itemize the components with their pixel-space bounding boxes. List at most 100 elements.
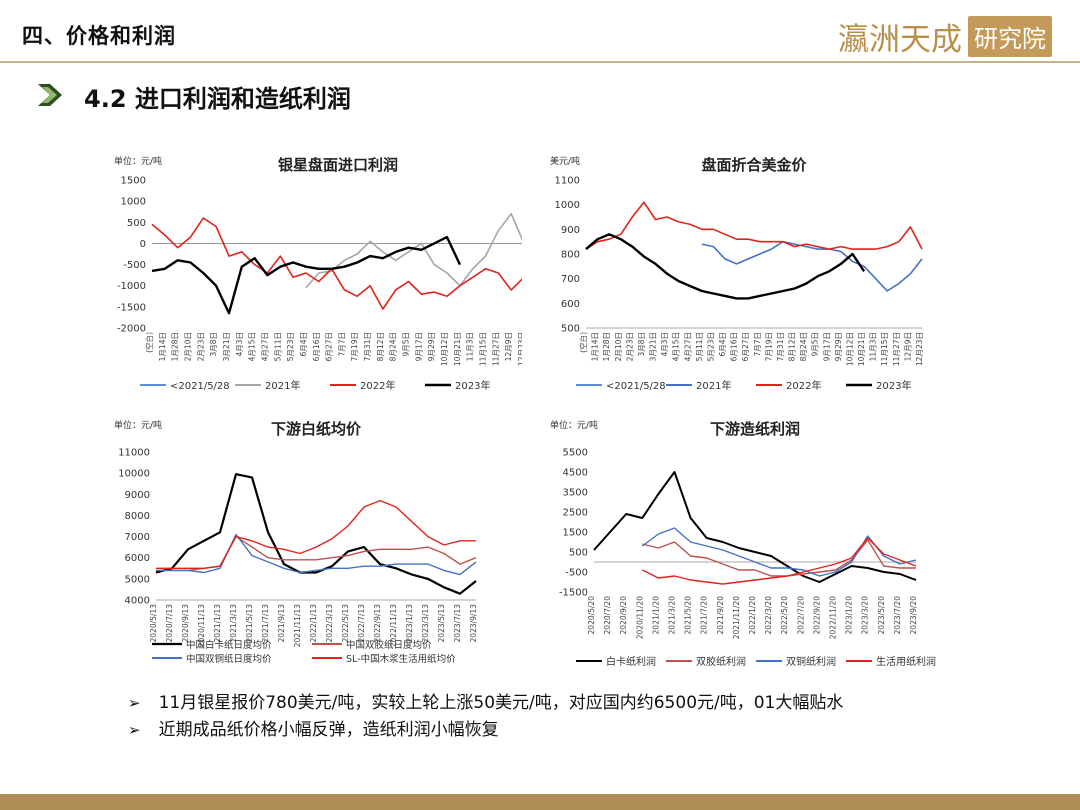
x-tick-label: 2022/3/20: [764, 596, 773, 635]
x-tick-label: 9月5日: [811, 332, 820, 357]
x-tick-label: 2023/9/20: [909, 596, 918, 635]
y-tick-label: 3500: [563, 488, 588, 499]
x-tick-label: 7月19日: [764, 332, 773, 361]
series-line: [156, 533, 477, 576]
legend-label: 中国双铜纸日度均价: [186, 653, 272, 665]
x-tick-label: 8月24日: [799, 332, 808, 361]
bullet-item: ➢ 近期成品纸价格小幅反弹，造纸利润小幅恢复: [128, 717, 843, 744]
x-tick-label: 5月23日: [706, 332, 715, 361]
header-divider: [0, 61, 1080, 63]
legend-label: 双胶纸利润: [696, 655, 746, 668]
x-tick-label: 12月23日: [915, 332, 924, 366]
y-tick-label: 600: [561, 299, 580, 310]
legend-label: <2021/5/28: [606, 381, 666, 392]
series-line: [156, 499, 476, 569]
series-line: [593, 471, 917, 583]
y-tick-label: 2500: [563, 508, 588, 519]
x-tick-label: 4月27日: [260, 332, 269, 361]
x-tick-label: 2020/9/13: [181, 604, 190, 643]
x-tick-label: 2022/1/20: [748, 596, 757, 635]
x-tick-label: 4月3日: [660, 332, 669, 357]
legend-label: 中国白卡纸日度均价: [186, 639, 272, 651]
x-tick-label: 2021/5/13: [245, 604, 254, 643]
chart-import-profit: 银星盘面进口利润 单位：元/吨 -2000 -1500 -1000 -500 0 500 100…: [114, 155, 522, 392]
x-tick-label: 7月7日: [337, 332, 346, 357]
x-tick-label: 2月23日: [625, 332, 634, 361]
y-tick-label: 7000: [125, 532, 150, 543]
y-tick-label: 6000: [125, 553, 150, 564]
legend-label: 2023年: [876, 379, 911, 392]
x-tick-label: 9月17日: [822, 332, 831, 361]
legend-label: 2023年: [455, 379, 490, 392]
bullet-item: ➢ 11月银星报价780美元/吨，实较上轮上涨50美元/吨，对应国内约6500元/…: [128, 690, 843, 717]
y-tick-label: 700: [561, 274, 580, 285]
chart-title: 银星盘面进口利润: [278, 156, 398, 174]
chart-unit: 单位：元/吨: [114, 155, 162, 167]
x-tick-label: 7月31日: [363, 332, 372, 361]
x-tick-label: 7月31日: [776, 332, 785, 361]
y-tick-label: -500: [565, 568, 588, 579]
section-title: 四、价格和利润: [22, 24, 176, 48]
series-line: [151, 235, 461, 315]
x-tick-label: 2023/7/20: [893, 596, 902, 635]
x-tick-label: 2023/1/20: [845, 596, 854, 635]
x-tick-label: 11月3日: [466, 332, 475, 361]
x-tick-label: 2020/11/20: [635, 596, 644, 639]
x-tick-label: 2021/9/20: [716, 596, 725, 635]
chart-title: 下游造纸利润: [710, 420, 800, 438]
x-tick-label: 2023/9/13: [469, 604, 478, 643]
x-tick-label: 2021/1/13: [213, 604, 222, 643]
chart-white-paper-price: 下游白纸均价 单位：元/吨 4000 5000 6000 7000 8000 9000 1000…: [114, 419, 478, 665]
y-tick-label: 4500: [563, 468, 588, 479]
chart-title: 盘面折合美金价: [701, 156, 807, 174]
x-tick-label: 2021/1/20: [651, 596, 660, 635]
x-tick-label: 3月21日: [649, 332, 658, 361]
y-tick-label: -500: [123, 260, 146, 271]
x-tick-label: 2022/7/20: [796, 596, 805, 635]
x-tick-label: 11月3日: [869, 332, 878, 361]
x-tick-label: 2021/7/20: [700, 596, 709, 635]
arrow-bullet-icon: ➢: [128, 694, 141, 712]
x-tick-label: 12月9日: [903, 332, 912, 361]
x-tick-label: 6月27日: [741, 332, 750, 361]
legend-label: 2021年: [696, 379, 731, 392]
x-tick-label: 6月4日: [299, 332, 308, 357]
chart-unit: 单位：元/吨: [550, 419, 598, 431]
x-tick-label: 11月27日: [892, 332, 901, 366]
legend-label: 双铜纸利润: [786, 655, 836, 668]
legend-label: <2021/5/28: [170, 381, 230, 392]
series-line: [151, 217, 522, 310]
legend-label: 中国双胶纸日度均价: [346, 639, 432, 651]
x-tick-label: 2023/5/20: [877, 596, 886, 635]
x-tick-label: 3月8日: [209, 332, 218, 357]
x-tick-label: 2020/7/20: [603, 596, 612, 635]
x-tick-label: 4月27日: [683, 332, 692, 361]
x-tick-label: (空白): [578, 332, 588, 353]
x-tick-label: 2020/7/13: [165, 604, 174, 643]
company-logo: 瀛洲天成 研究院: [838, 14, 1052, 59]
x-tick-label: 10月12日: [440, 332, 449, 366]
y-tick-label: 11000: [118, 448, 150, 459]
x-tick-label: 2023/1/13: [405, 604, 414, 643]
x-tick-label: 2023/3/20: [861, 596, 870, 635]
x-tick-label: 10月21日: [857, 332, 866, 366]
y-tick-label: 5000: [125, 574, 150, 585]
series-line: [701, 240, 923, 292]
x-tick-label: 6月27日: [325, 332, 334, 361]
x-tick-label: 9月29日: [427, 332, 436, 361]
chart-unit: 单位：元/吨: [114, 419, 162, 431]
x-tick-label: 2021/11/13: [293, 604, 302, 647]
x-tick-label: 7月19日: [350, 332, 359, 361]
y-tick-label: 1500: [563, 528, 588, 539]
y-tick-label: 500: [561, 324, 580, 335]
x-tick-label: 5月11日: [273, 332, 282, 361]
x-tick-label: 1月14日: [591, 332, 600, 361]
y-tick-label: 800: [561, 250, 580, 261]
x-tick-label: 2021/11/20: [732, 596, 741, 639]
series-line: [305, 213, 522, 289]
x-tick-label: 9月29日: [834, 332, 843, 361]
legend-label: 2022年: [360, 379, 395, 392]
x-tick-label: 4月15日: [672, 332, 681, 361]
y-tick-label: -2000: [117, 324, 146, 335]
